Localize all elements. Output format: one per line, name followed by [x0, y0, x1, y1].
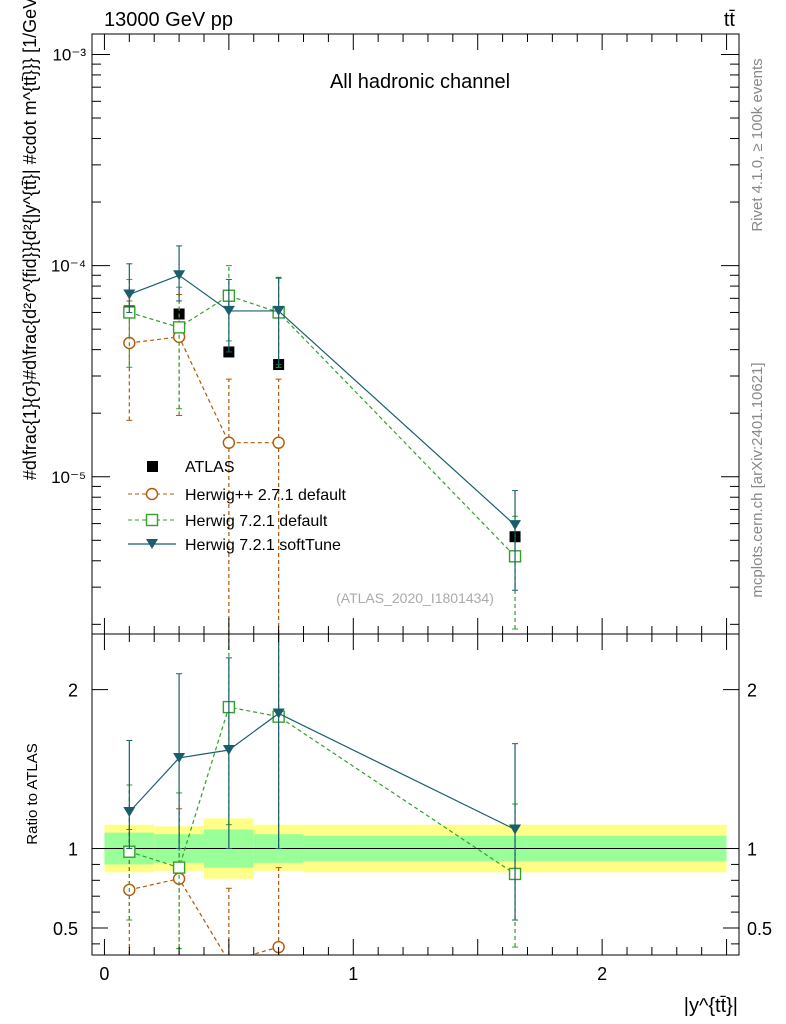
ratio-point: [173, 752, 186, 763]
main-point: [272, 436, 285, 449]
x-tick-label: 2: [597, 964, 607, 984]
ratio-y-tick-label-right: 2: [747, 681, 757, 701]
main-series-herwig-7-2-1-softtune: [123, 245, 522, 591]
legend-label-herwig7-default: Herwig 7.2.1 default: [185, 513, 328, 530]
ratio-y-axis-label: Ratio to ATLAS: [24, 743, 41, 844]
x-tick-label: 1: [348, 964, 358, 984]
ratio-series-herwig-7-2-1-softtune: [123, 634, 522, 921]
main-point: [222, 436, 236, 449]
ratio-frame: [91, 633, 740, 956]
main-point: [172, 321, 186, 334]
legend-label-atlas: ATLAS: [185, 459, 235, 476]
main-line-herwig-7-2-1-default: [129, 295, 516, 557]
ratio-panel: 0.5 0.5 1 1 2 2 0 1 2 Ratio to ATLAS |y^{tt̄}|: [24, 633, 772, 1017]
legend-entry-atlas: ATLAS: [147, 459, 235, 476]
mcplots-label: mcplots.cern.ch [arXiv:2401.10621]: [749, 362, 766, 597]
ratio-point: [272, 708, 285, 719]
main-panel: All hadronic channel (ATLAS_2020_I180143…: [20, 0, 740, 635]
ratio-series-herwig-7-2-1-default: [123, 634, 522, 950]
main-point: [173, 270, 186, 281]
legend-label-herwigpp: Herwig++ 2.7.1 default: [185, 487, 347, 504]
legend-entry-herwig7-default: Herwig 7.2.1 default: [128, 513, 328, 530]
main-y-tick-label: 10⁻⁴: [51, 257, 86, 276]
ratio-line-herwig-7-2-1-softtune: [128, 712, 516, 830]
ratio-point: [222, 745, 235, 756]
rivet-version-label: Rivet 4.1.0, ≥ 100k events: [749, 58, 766, 231]
collision-label: 13000 GeV pp: [104, 9, 233, 31]
legend-marker-herwig7-softtune: [146, 539, 158, 549]
ratio-point: [172, 861, 186, 874]
legend-label-herwig7-softtune: Herwig 7.2.1 softTune: [185, 537, 341, 554]
x-tick-label: 0: [99, 964, 109, 984]
ratio-point: [509, 824, 522, 835]
ratio-y-tick-label-right: 1: [747, 840, 757, 860]
main-title: All hadronic channel: [330, 71, 510, 93]
process-label: tt̄: [724, 9, 736, 31]
main-y-axis-label: #d\frac{1}{σ}#d\frac{d²σ^{fid}}{d²{|y^{t…: [20, 0, 40, 480]
legend-entry-herwig7-softtune: Herwig 7.2.1 softTune: [128, 537, 341, 554]
ratio-y-tick-label: 1: [68, 840, 78, 860]
legend-marker-herwig7-default: [145, 513, 159, 527]
ratio-point: [123, 806, 136, 817]
ratio-y-tick-label-right: 0.5: [747, 919, 772, 939]
main-point: [222, 305, 235, 316]
main-y-tick-label: 10⁻⁵: [51, 468, 86, 487]
legend-entry-herwigpp: Herwig++ 2.7.1 default: [128, 487, 347, 504]
main-line-herwigpp-2-7-1-default: [129, 336, 279, 444]
ratio-y-tick-label: 0.5: [53, 919, 78, 939]
legend: ATLAS Herwig++ 2.7.1 default Herwig 7.2.…: [128, 459, 347, 554]
ratio-line-herwigpp-2-7-1-default: [129, 878, 279, 955]
ratio-y-tick-label: 2: [68, 681, 78, 701]
analysis-watermark: (ATLAS_2020_I1801434): [336, 590, 494, 606]
main-point: [123, 289, 136, 300]
legend-marker-herwigpp: [145, 487, 159, 501]
x-axis-label: |y^{tt̄}|: [684, 995, 738, 1017]
main-point: [509, 520, 522, 531]
main-plot-area: [92, 34, 739, 634]
legend-marker-atlas: [147, 461, 158, 472]
main-y-tick-label: 10⁻³: [52, 45, 86, 64]
main-point: [272, 305, 285, 316]
